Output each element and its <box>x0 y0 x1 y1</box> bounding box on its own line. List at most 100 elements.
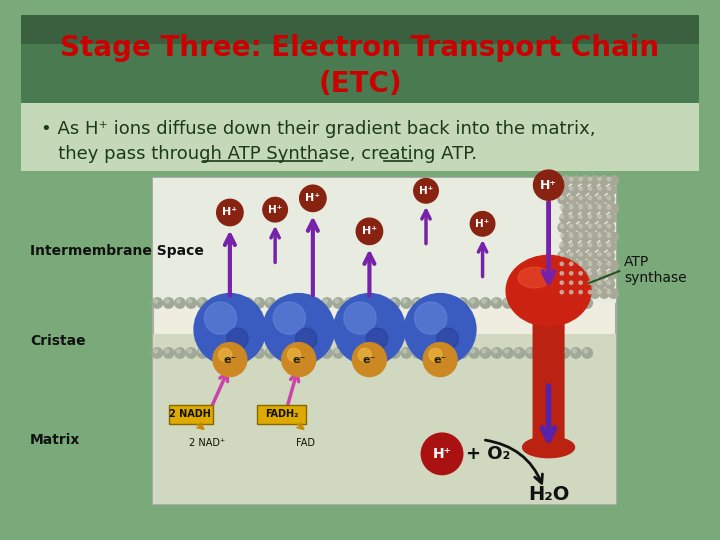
Circle shape <box>570 234 573 237</box>
Circle shape <box>423 342 457 376</box>
Circle shape <box>289 349 294 353</box>
Circle shape <box>586 279 595 289</box>
FancyBboxPatch shape <box>153 178 616 303</box>
Circle shape <box>163 348 174 358</box>
Circle shape <box>346 349 350 353</box>
Circle shape <box>560 177 564 181</box>
Circle shape <box>335 299 339 303</box>
Circle shape <box>335 349 339 353</box>
Text: 2 NAD⁺: 2 NAD⁺ <box>189 438 225 449</box>
Circle shape <box>287 348 300 361</box>
Circle shape <box>469 298 480 308</box>
Text: Cristae: Cristae <box>30 334 86 348</box>
Circle shape <box>579 215 582 218</box>
Circle shape <box>344 302 376 334</box>
Circle shape <box>415 302 447 334</box>
Circle shape <box>480 298 490 308</box>
Circle shape <box>562 232 571 242</box>
Circle shape <box>588 244 592 247</box>
Circle shape <box>367 298 377 308</box>
Circle shape <box>186 298 197 308</box>
Circle shape <box>152 298 163 308</box>
Circle shape <box>598 253 601 256</box>
Circle shape <box>590 204 600 213</box>
Circle shape <box>570 215 573 218</box>
Circle shape <box>539 299 542 303</box>
Circle shape <box>210 299 215 303</box>
Circle shape <box>579 213 588 223</box>
FancyBboxPatch shape <box>21 16 699 103</box>
Circle shape <box>470 212 495 236</box>
Circle shape <box>558 279 567 289</box>
Circle shape <box>537 298 547 308</box>
Ellipse shape <box>506 255 591 326</box>
Circle shape <box>580 261 590 270</box>
Circle shape <box>392 299 395 303</box>
Circle shape <box>256 299 260 303</box>
Circle shape <box>580 204 590 213</box>
Circle shape <box>503 348 513 358</box>
Circle shape <box>584 349 588 353</box>
Circle shape <box>579 272 582 275</box>
Circle shape <box>598 196 601 200</box>
Circle shape <box>300 185 326 212</box>
Circle shape <box>390 298 400 308</box>
Circle shape <box>579 185 588 194</box>
Circle shape <box>607 234 611 237</box>
Circle shape <box>607 215 611 218</box>
Circle shape <box>379 298 389 308</box>
Circle shape <box>595 223 605 232</box>
Text: FAD: FAD <box>296 438 315 449</box>
Circle shape <box>392 349 395 353</box>
Circle shape <box>245 299 248 303</box>
Circle shape <box>448 349 452 353</box>
Circle shape <box>527 299 531 303</box>
Circle shape <box>579 253 582 256</box>
Circle shape <box>607 225 611 228</box>
Text: H₂O: H₂O <box>528 485 570 504</box>
Circle shape <box>570 253 573 256</box>
Circle shape <box>579 206 582 209</box>
Circle shape <box>265 298 276 308</box>
Circle shape <box>300 348 310 358</box>
Circle shape <box>588 242 598 251</box>
Circle shape <box>492 298 502 308</box>
Text: e⁻: e⁻ <box>292 355 305 365</box>
Circle shape <box>222 299 225 303</box>
Circle shape <box>577 279 586 289</box>
Circle shape <box>588 262 592 266</box>
Circle shape <box>369 349 373 353</box>
Circle shape <box>219 348 232 361</box>
Circle shape <box>570 291 573 294</box>
Text: H⁺: H⁺ <box>540 179 557 192</box>
Circle shape <box>437 328 459 349</box>
Circle shape <box>567 223 577 232</box>
Circle shape <box>600 204 609 213</box>
Circle shape <box>471 349 474 353</box>
Circle shape <box>570 281 573 285</box>
Circle shape <box>413 298 423 308</box>
Circle shape <box>607 187 611 190</box>
Circle shape <box>548 348 559 358</box>
Circle shape <box>401 348 411 358</box>
Circle shape <box>588 187 592 190</box>
Circle shape <box>588 234 592 237</box>
Circle shape <box>505 299 508 303</box>
Circle shape <box>333 294 405 365</box>
Circle shape <box>493 349 498 353</box>
Circle shape <box>560 270 570 279</box>
Circle shape <box>346 299 350 303</box>
Circle shape <box>570 187 573 190</box>
Circle shape <box>482 349 486 353</box>
Circle shape <box>421 433 463 475</box>
Circle shape <box>571 232 580 242</box>
Circle shape <box>598 291 601 294</box>
Circle shape <box>570 177 573 181</box>
Circle shape <box>209 298 219 308</box>
Circle shape <box>210 349 215 353</box>
Circle shape <box>166 299 169 303</box>
Text: Stage Three: Electron Transport Chain: Stage Three: Electron Transport Chain <box>60 35 660 63</box>
Circle shape <box>152 348 163 358</box>
Circle shape <box>358 349 361 353</box>
Circle shape <box>539 349 542 353</box>
